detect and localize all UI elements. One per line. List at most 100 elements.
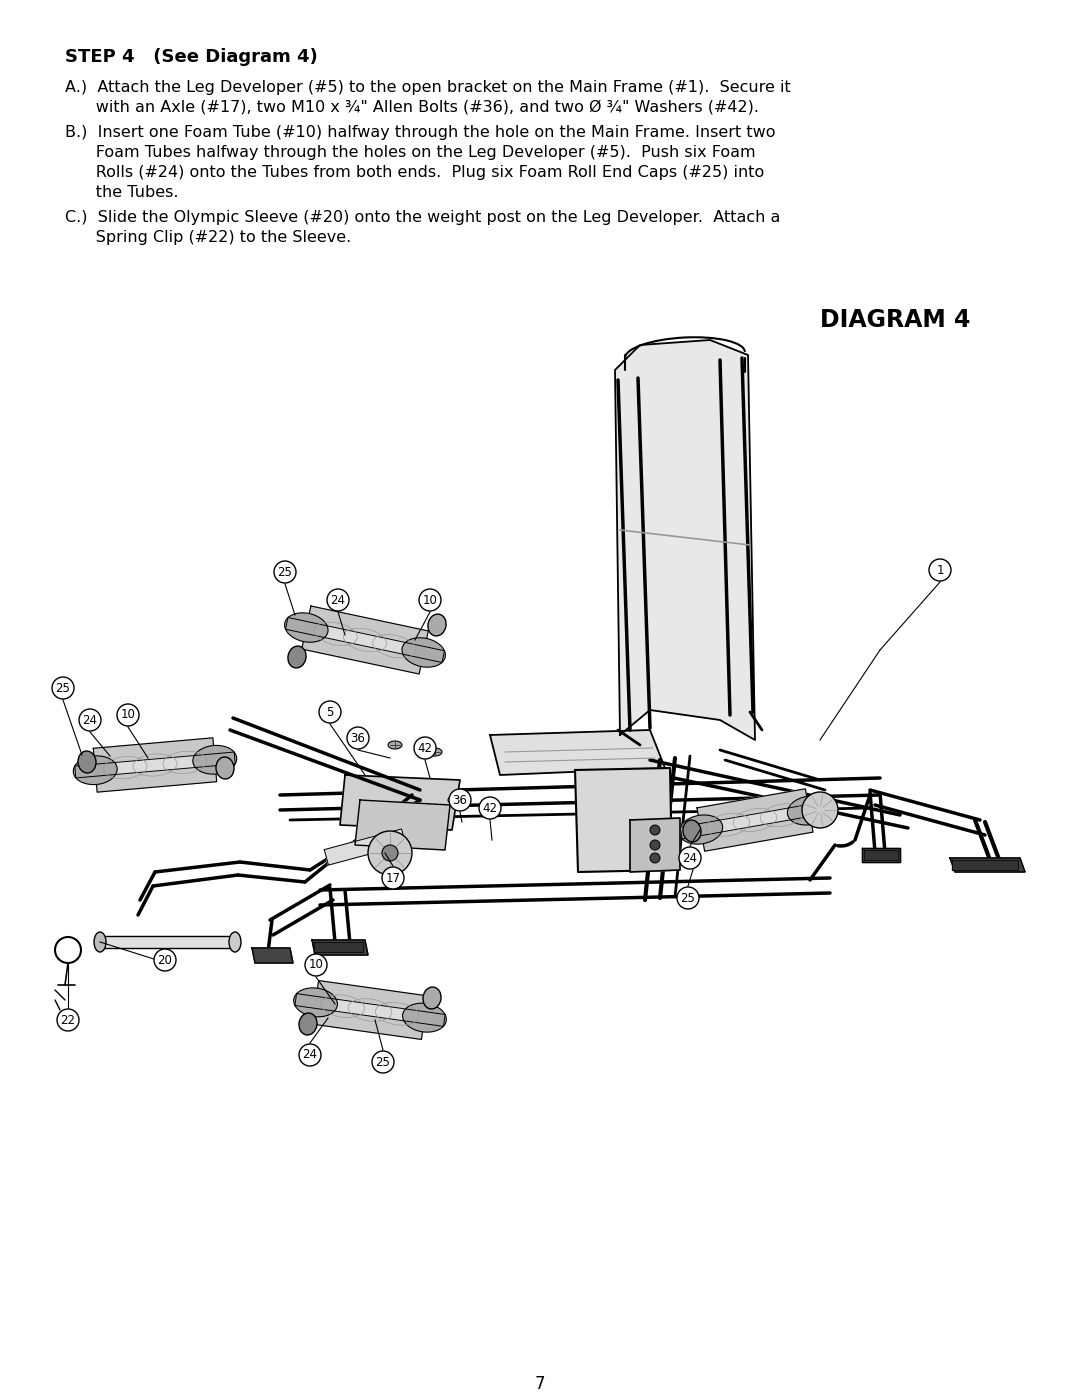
Circle shape <box>679 847 701 869</box>
Polygon shape <box>285 617 445 662</box>
Circle shape <box>57 1009 79 1031</box>
Text: 10: 10 <box>309 958 323 971</box>
Text: with an Axle (#17), two M10 x ¾" Allen Bolts (#36), and two Ø ¾" Washers (#42).: with an Axle (#17), two M10 x ¾" Allen B… <box>65 101 759 115</box>
Ellipse shape <box>78 752 96 773</box>
Text: 25: 25 <box>376 1056 391 1069</box>
Ellipse shape <box>679 814 723 844</box>
Circle shape <box>650 826 660 835</box>
Ellipse shape <box>94 932 106 951</box>
Polygon shape <box>295 993 445 1027</box>
Text: 22: 22 <box>60 1013 76 1027</box>
Text: 42: 42 <box>418 742 432 754</box>
Ellipse shape <box>402 638 445 668</box>
Ellipse shape <box>787 796 831 826</box>
Text: Spring Clip (#22) to the Sleeve.: Spring Clip (#22) to the Sleeve. <box>65 231 351 244</box>
Polygon shape <box>615 339 755 740</box>
Ellipse shape <box>428 615 446 636</box>
Text: 5: 5 <box>326 705 334 718</box>
Circle shape <box>650 840 660 849</box>
Ellipse shape <box>299 1013 318 1035</box>
Ellipse shape <box>428 747 442 756</box>
Polygon shape <box>252 949 293 963</box>
Circle shape <box>382 868 404 888</box>
Circle shape <box>802 792 838 828</box>
Polygon shape <box>490 731 665 775</box>
Text: the Tubes.: the Tubes. <box>65 184 178 200</box>
Polygon shape <box>312 981 428 1039</box>
Circle shape <box>154 949 176 971</box>
Polygon shape <box>697 789 813 851</box>
Text: 20: 20 <box>158 954 173 967</box>
Polygon shape <box>324 828 406 865</box>
Text: 36: 36 <box>453 793 468 806</box>
Text: 17: 17 <box>386 872 401 884</box>
Ellipse shape <box>483 805 497 812</box>
Polygon shape <box>680 800 829 840</box>
Text: 10: 10 <box>121 708 135 721</box>
Ellipse shape <box>229 932 241 951</box>
Circle shape <box>117 704 139 726</box>
Text: 42: 42 <box>483 802 498 814</box>
Circle shape <box>382 845 399 861</box>
Circle shape <box>368 831 411 875</box>
Polygon shape <box>630 819 680 872</box>
Text: B.)  Insert one Foam Tube (#10) halfway through the hole on the Main Frame. Inse: B.) Insert one Foam Tube (#10) halfway t… <box>65 124 775 140</box>
Circle shape <box>327 590 349 610</box>
Text: Rolls (#24) onto the Tubes from both ends.  Plug six Foam Roll End Caps (#25) in: Rolls (#24) onto the Tubes from both end… <box>65 165 765 180</box>
Polygon shape <box>951 861 1018 870</box>
Circle shape <box>299 1044 321 1066</box>
Ellipse shape <box>285 613 328 643</box>
Text: 7: 7 <box>535 1375 545 1393</box>
Polygon shape <box>75 752 235 778</box>
Polygon shape <box>340 775 460 830</box>
Polygon shape <box>314 942 363 951</box>
Text: STEP 4   (See Diagram 4): STEP 4 (See Diagram 4) <box>65 47 318 66</box>
Text: A.)  Attach the Leg Developer (#5) to the open bracket on the Main Frame (#1).  : A.) Attach the Leg Developer (#5) to the… <box>65 80 791 95</box>
Circle shape <box>449 789 471 812</box>
Circle shape <box>52 678 75 698</box>
Circle shape <box>414 738 436 759</box>
Ellipse shape <box>423 988 441 1009</box>
Polygon shape <box>950 858 1025 872</box>
Text: 25: 25 <box>278 566 293 578</box>
Ellipse shape <box>216 757 234 780</box>
Circle shape <box>650 854 660 863</box>
Ellipse shape <box>683 820 701 842</box>
Text: C.)  Slide the Olympic Sleeve (#20) onto the weight post on the Leg Developer.  : C.) Slide the Olympic Sleeve (#20) onto … <box>65 210 781 225</box>
Circle shape <box>79 710 102 731</box>
Text: 25: 25 <box>55 682 70 694</box>
Text: 1: 1 <box>936 563 944 577</box>
Circle shape <box>305 954 327 977</box>
Polygon shape <box>862 848 900 862</box>
Polygon shape <box>301 606 429 673</box>
Text: 24: 24 <box>82 714 97 726</box>
Ellipse shape <box>448 796 462 805</box>
Polygon shape <box>864 849 897 861</box>
Text: 24: 24 <box>302 1049 318 1062</box>
Ellipse shape <box>403 1003 446 1032</box>
Ellipse shape <box>811 799 829 821</box>
Circle shape <box>319 701 341 724</box>
Circle shape <box>419 590 441 610</box>
Text: 10: 10 <box>422 594 437 606</box>
Circle shape <box>347 726 369 749</box>
Circle shape <box>677 887 699 909</box>
Text: 25: 25 <box>680 891 696 904</box>
Circle shape <box>929 559 951 581</box>
Ellipse shape <box>388 740 402 749</box>
Text: 24: 24 <box>330 594 346 606</box>
Circle shape <box>372 1051 394 1073</box>
Circle shape <box>274 562 296 583</box>
Ellipse shape <box>288 645 306 668</box>
Polygon shape <box>93 738 217 792</box>
Polygon shape <box>312 940 368 956</box>
Circle shape <box>480 798 501 819</box>
Ellipse shape <box>73 756 118 785</box>
Text: Foam Tubes halfway through the holes on the Leg Developer (#5).  Push six Foam: Foam Tubes halfway through the holes on … <box>65 145 756 161</box>
Ellipse shape <box>294 988 337 1017</box>
Text: 36: 36 <box>351 732 365 745</box>
Text: DIAGRAM 4: DIAGRAM 4 <box>820 307 970 332</box>
Polygon shape <box>575 768 672 872</box>
Polygon shape <box>355 800 450 849</box>
Ellipse shape <box>193 746 237 774</box>
